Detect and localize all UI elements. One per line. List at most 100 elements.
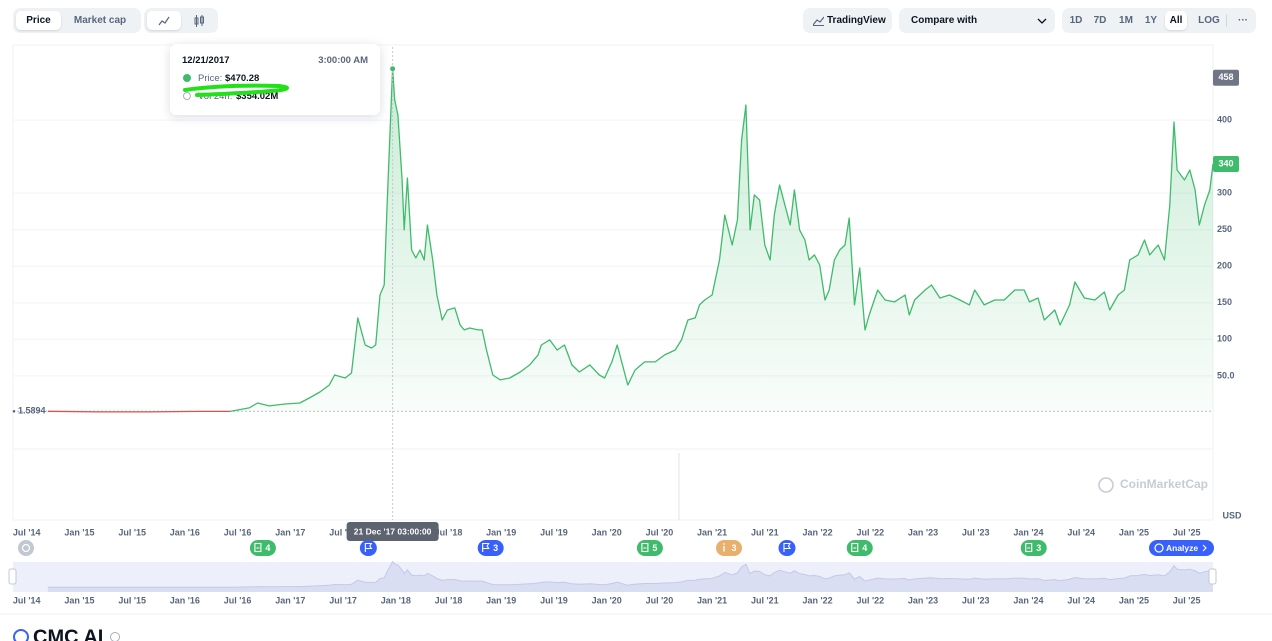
- event-marker[interactable]: 4: [846, 540, 873, 556]
- range-button[interactable]: 7D: [1093, 15, 1107, 26]
- flag-icon: [482, 542, 490, 552]
- info-dot: [723, 543, 725, 545]
- y-tick-label: 300: [1217, 188, 1232, 198]
- candle-style-button[interactable]: [182, 11, 216, 30]
- event-marker[interactable]: 3: [715, 540, 742, 556]
- event-count: 3: [1036, 543, 1041, 553]
- compare-dropdown[interactable]: Compare with: [899, 8, 1055, 33]
- price-line-down: [47, 410, 231, 413]
- x-tick-label: Jan '17: [275, 527, 305, 537]
- range-group: 1D 7D 1M 1Y All LOG ···: [1062, 8, 1256, 33]
- tab-group: Price Market cap: [13, 8, 141, 33]
- event-marker[interactable]: [778, 540, 796, 556]
- x-tick-label: Jul '20: [646, 527, 674, 537]
- navigator-tick-label: Jan '17: [275, 595, 305, 605]
- more-button[interactable]: ···: [1238, 15, 1248, 26]
- x-tick-label: Jul '14: [13, 527, 41, 537]
- crosshair-label: 21 Dec '17 03:00:00: [354, 526, 432, 536]
- info-icon: [110, 632, 120, 641]
- y-tick-label: 100: [1217, 334, 1232, 344]
- y-tick-label: 150: [1217, 297, 1232, 307]
- navigator-handle[interactable]: [1208, 568, 1217, 585]
- tooltip-volume-label: Vol 24h:: [198, 91, 233, 102]
- navigator-tick-label: Jul '23: [962, 595, 990, 605]
- navigator-tick-label: Jan '19: [486, 595, 516, 605]
- chart-style-group: [144, 8, 218, 33]
- event-pill: [636, 540, 663, 556]
- x-tick-label: Jan '22: [802, 527, 832, 537]
- flag-icon: [364, 542, 373, 552]
- x-tick-label: Jul '18: [435, 527, 463, 537]
- price-dot: [183, 74, 191, 82]
- range-button[interactable]: 1M: [1119, 15, 1133, 26]
- watermark-logo: [1098, 477, 1114, 493]
- navigator-tick-label: Jan '24: [1013, 595, 1043, 605]
- analyze-label: Analyze: [1166, 543, 1198, 553]
- navigator-tick-label: Jan '15: [64, 595, 94, 605]
- start-dot: [12, 409, 16, 413]
- footer-title: CMC AI: [33, 626, 103, 641]
- x-tick-label: Jul '21: [751, 527, 779, 537]
- highlighter-scribble: [183, 83, 289, 97]
- tab[interactable]: Price: [16, 11, 61, 30]
- button-label: TradingView: [827, 15, 886, 26]
- y-tick-label: 250: [1217, 224, 1232, 234]
- price-area: [230, 68, 1213, 412]
- flag-icon: [783, 542, 791, 552]
- currency-label: USD: [1222, 510, 1242, 520]
- navigator-tick-label: Jul '22: [856, 595, 884, 605]
- x-tick-label: Jul '23: [962, 527, 990, 537]
- range-button[interactable]: 1Y: [1144, 15, 1158, 26]
- history-button[interactable]: [18, 540, 34, 556]
- x-tick-label: Jan '20: [592, 527, 622, 537]
- navigator-tick-label: Jan '23: [908, 595, 938, 605]
- event-marker[interactable]: 3: [477, 540, 504, 556]
- navigator-area: [47, 561, 1213, 592]
- watermark: CoinMarketCap: [1120, 477, 1208, 491]
- price-tag-label: 458: [1218, 72, 1233, 82]
- x-tick-label: Jan '19: [486, 527, 516, 537]
- analyze-button[interactable]: Analyze: [1149, 540, 1214, 556]
- line-icon: [158, 16, 170, 26]
- tab[interactable]: Market cap: [73, 15, 127, 26]
- start-price-label: 1.5894: [18, 406, 46, 416]
- x-tick-label: Jul '17: [329, 527, 357, 537]
- range-button[interactable]: All: [1165, 11, 1187, 30]
- chevron: [1037, 18, 1047, 24]
- event-marker[interactable]: 3: [1020, 540, 1047, 556]
- price-line: [230, 68, 1214, 413]
- tooltip-date: 12/21/2017: [182, 55, 230, 66]
- divider: [1226, 14, 1227, 27]
- range-button[interactable]: 1D: [1069, 15, 1083, 26]
- navigator-tick-label: Jul '15: [118, 595, 146, 605]
- tradingview-button[interactable]: TradingView: [803, 8, 892, 33]
- line-style-button[interactable]: [147, 11, 181, 30]
- navigator-line: [47, 560, 1214, 588]
- x-tick-label: Jul '15: [118, 527, 146, 537]
- tv-icon: [813, 16, 824, 26]
- navigator-tick-label: Jul '21: [751, 595, 779, 605]
- candle-icon: [194, 15, 204, 27]
- event-count: 3: [493, 543, 498, 553]
- event-marker[interactable]: 4: [249, 540, 276, 556]
- news-icon: [254, 542, 262, 553]
- x-tick-label: Jul '24: [1067, 527, 1095, 537]
- log-button[interactable]: LOG: [1198, 15, 1220, 26]
- volume-dot: [183, 92, 191, 100]
- navigator-tick-label: Jul '19: [540, 595, 568, 605]
- navigator-tick-label: Jul '20: [646, 595, 674, 605]
- dropdown-label: Compare with: [911, 15, 978, 26]
- navigator-tick-label: Jan '21: [697, 595, 727, 605]
- event-count: 4: [862, 543, 867, 553]
- navigator-handle[interactable]: [8, 568, 17, 585]
- analyze-chevron: [1202, 544, 1207, 552]
- event-marker[interactable]: [359, 540, 377, 556]
- tooltip-price-label: Price:: [198, 73, 223, 84]
- event-marker[interactable]: 5: [636, 540, 663, 556]
- price-tag-label: 340: [1218, 158, 1233, 168]
- event-pill: [715, 540, 742, 556]
- navigator-tick-label: Jan '22: [802, 595, 832, 605]
